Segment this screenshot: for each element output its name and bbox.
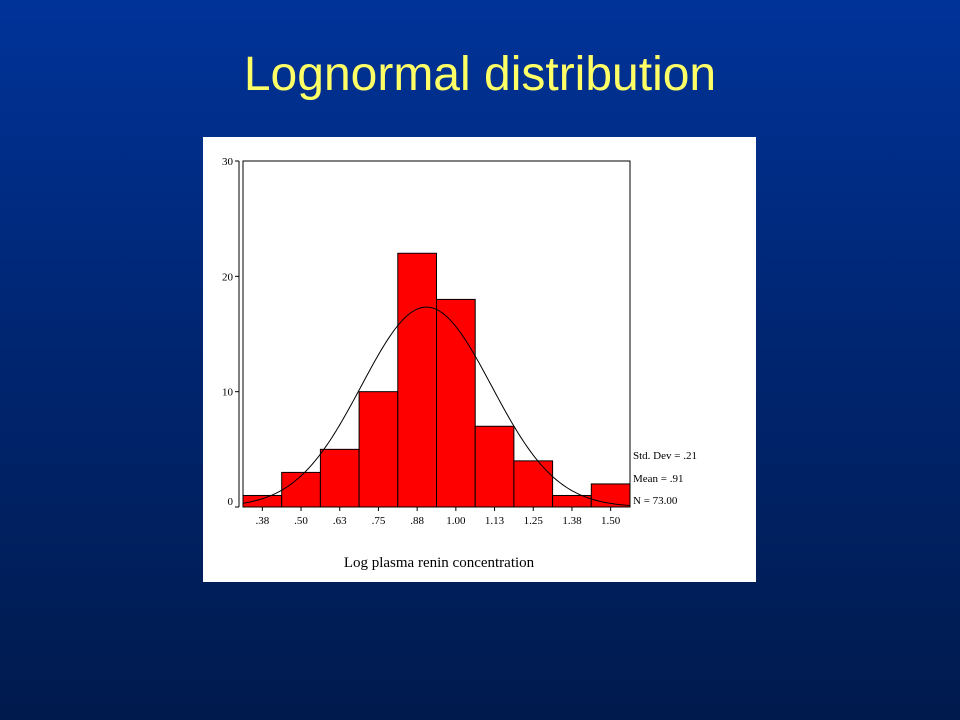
histogram-bar	[436, 298, 476, 508]
stat-line: Mean = .91	[633, 473, 684, 485]
histogram-bar	[474, 425, 515, 508]
x-tick-label: 1.50	[601, 515, 621, 527]
histogram-chart: 0 10 20 30 .38 .50 .63 .75 .88 1.00 1.13 1.25 1.38 1…	[222, 156, 697, 571]
y-tick-label: 10	[222, 387, 234, 399]
plot-frame	[242, 160, 631, 508]
histogram-bar	[397, 252, 438, 508]
y-tick-label: 0	[228, 496, 234, 508]
bars-layer	[242, 252, 631, 508]
normal-curve	[242, 306, 631, 507]
x-tick-label: .75	[372, 515, 386, 527]
histogram-bar	[319, 448, 360, 508]
histogram-bar	[281, 471, 321, 508]
x-tick-label: 1.13	[485, 515, 505, 527]
x-tick-label: .63	[333, 515, 347, 527]
stat-line: N = 73.00	[633, 495, 678, 507]
histogram-bar	[358, 391, 399, 508]
y-tick-label: 30	[222, 156, 234, 168]
histogram-bar	[242, 494, 283, 508]
x-axis-label: Log plasma renin concentration	[344, 555, 535, 571]
x-tick-label: .88	[410, 515, 424, 527]
x-tick-label: .50	[294, 515, 308, 527]
x-tick-label: 1.00	[446, 515, 466, 527]
y-ticks: 0 10 20 30	[222, 156, 239, 508]
x-tick-label: 1.38	[562, 515, 582, 527]
stat-line: Std. Dev = .21	[633, 450, 697, 462]
stats-box: Std. Dev = .21 Mean = .91 N = 73.00	[633, 450, 697, 507]
x-tick-label: .38	[255, 515, 269, 527]
histogram-bar	[513, 460, 554, 508]
slide-title: Lognormal distribution	[243, 48, 717, 101]
x-tick-label: 1.25	[524, 515, 544, 527]
x-ticks: .38 .50 .63 .75 .88 1.00 1.13 1.25 1.38 1.50	[255, 507, 621, 527]
y-tick-label: 20	[222, 271, 234, 283]
chart-panel: 0 10 20 30 .38 .50 .63 .75 .88 1.00 1.13 1.25 1.38 1…	[203, 137, 756, 582]
